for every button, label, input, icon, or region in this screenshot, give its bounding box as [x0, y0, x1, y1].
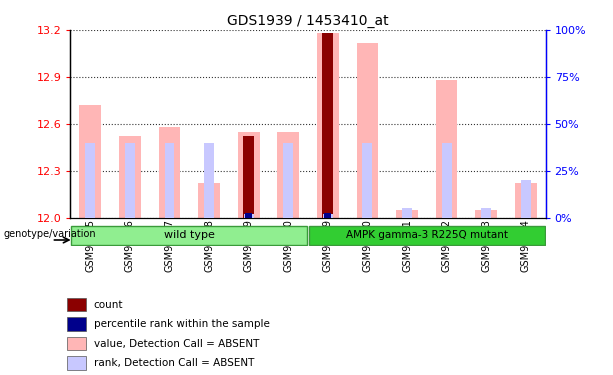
Text: percentile rank within the sample: percentile rank within the sample [94, 319, 270, 329]
Bar [323, 214, 333, 217]
Bar [317, 33, 339, 218]
Bar [125, 142, 135, 218]
Bar [357, 42, 378, 218]
Bar [67, 337, 86, 350]
Bar [244, 214, 254, 217]
Bar [164, 142, 175, 218]
Bar [515, 183, 536, 218]
Bar [85, 142, 95, 218]
Text: value, Detection Call = ABSENT: value, Detection Call = ABSENT [94, 339, 259, 348]
Bar [71, 226, 307, 245]
Bar [198, 183, 220, 218]
Text: genotype/variation: genotype/variation [3, 230, 96, 239]
Bar [475, 210, 497, 218]
Bar [362, 142, 372, 218]
Bar [245, 213, 252, 217]
Bar [402, 208, 412, 218]
Text: count: count [94, 300, 123, 309]
Bar [277, 132, 299, 218]
Bar [309, 226, 545, 245]
Bar [67, 356, 86, 370]
Title: GDS1939 / 1453410_at: GDS1939 / 1453410_at [227, 13, 389, 28]
Bar [436, 80, 457, 218]
Bar [322, 33, 333, 218]
Bar [324, 213, 332, 217]
Bar [243, 136, 254, 218]
Bar [67, 317, 86, 331]
Bar [238, 132, 259, 218]
Bar [396, 210, 418, 218]
Text: rank, Detection Call = ABSENT: rank, Detection Call = ABSENT [94, 358, 254, 368]
Bar [283, 142, 293, 218]
Bar [204, 142, 214, 218]
Bar [481, 208, 491, 218]
Text: AMPK gamma-3 R225Q mutant: AMPK gamma-3 R225Q mutant [346, 230, 508, 240]
Bar [80, 105, 101, 218]
Bar [159, 127, 180, 218]
Bar [119, 136, 141, 218]
Bar [441, 142, 452, 218]
Bar [67, 298, 86, 311]
Bar [521, 180, 531, 218]
Text: wild type: wild type [164, 230, 215, 240]
